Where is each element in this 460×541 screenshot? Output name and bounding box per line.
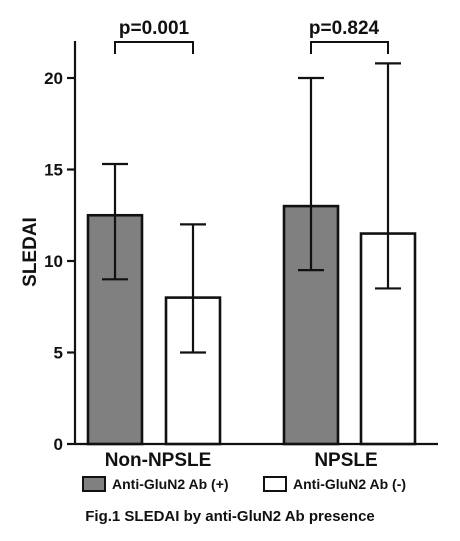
bar-non-npsle-negative [164, 296, 222, 446]
significance-bracket-non-npsle [114, 41, 194, 54]
p-value-non-npsle: p=0.001 [119, 18, 190, 39]
legend-swatch-negative [263, 476, 287, 492]
y-tick-label-10: 10 [44, 252, 63, 271]
category-label-non-npsle: Non-NPSLE [105, 450, 212, 471]
p-value-npsle: p=0.824 [309, 18, 380, 39]
legend: Anti-GluN2 Ab (+) Anti-GluN2 Ab (-) [82, 476, 406, 492]
y-tick-label-15: 15 [44, 161, 63, 180]
bars [86, 204, 417, 446]
y-axis-title: SLEDAI [20, 217, 41, 287]
legend-label-positive: Anti-GluN2 Ab (+) [112, 476, 229, 492]
y-tick-label-5: 5 [54, 344, 63, 363]
legend-label-negative: Anti-GluN2 Ab (-) [293, 476, 406, 492]
category-label-npsle: NPSLE [314, 450, 377, 471]
significance-brackets [114, 41, 389, 54]
figure-caption: Fig.1 SLEDAI by anti-GluN2 Ab presence [85, 508, 375, 525]
error-bars [102, 62, 401, 354]
significance-bracket-npsle [310, 41, 389, 54]
y-tick-label-20: 20 [44, 69, 63, 88]
legend-swatch-positive [82, 476, 106, 492]
y-tick-label-0: 0 [54, 435, 63, 454]
